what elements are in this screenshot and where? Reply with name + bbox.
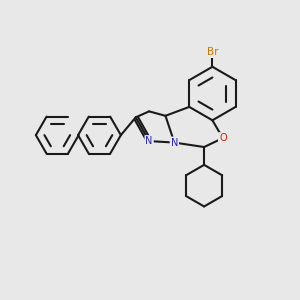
Text: O: O <box>219 133 226 143</box>
Text: Br: Br <box>207 47 218 57</box>
Text: N: N <box>171 138 178 148</box>
Text: Br: Br <box>207 47 218 57</box>
Text: N: N <box>146 136 153 146</box>
